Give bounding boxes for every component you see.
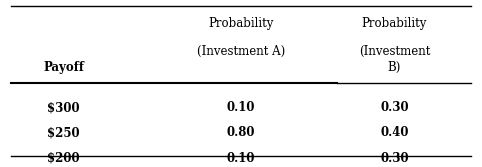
- Text: 0.30: 0.30: [380, 102, 409, 114]
- Text: $300: $300: [47, 102, 80, 114]
- Text: 0.40: 0.40: [380, 126, 409, 139]
- Text: 0.10: 0.10: [227, 102, 255, 114]
- Text: Probability: Probability: [362, 17, 427, 30]
- Text: Payoff: Payoff: [43, 61, 84, 74]
- Text: Probability: Probability: [208, 17, 274, 30]
- Text: (Investment
B): (Investment B): [359, 45, 430, 74]
- Text: 0.10: 0.10: [227, 151, 255, 164]
- Text: (Investment A): (Investment A): [197, 45, 285, 58]
- Text: $200: $200: [47, 151, 80, 164]
- Text: $250: $250: [47, 126, 80, 139]
- Text: 0.80: 0.80: [227, 126, 255, 139]
- Text: 0.30: 0.30: [380, 151, 409, 164]
